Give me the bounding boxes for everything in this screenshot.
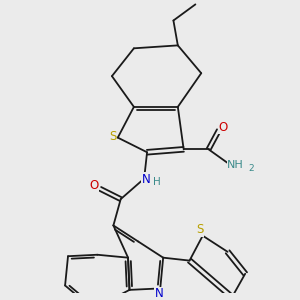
Text: S: S — [109, 130, 116, 143]
Text: 2: 2 — [248, 164, 254, 173]
Text: N: N — [154, 287, 163, 300]
Text: O: O — [219, 121, 228, 134]
Text: H: H — [153, 177, 160, 187]
Text: S: S — [196, 224, 203, 236]
Text: NH: NH — [227, 160, 244, 170]
Text: O: O — [89, 179, 98, 192]
Text: N: N — [142, 173, 150, 186]
